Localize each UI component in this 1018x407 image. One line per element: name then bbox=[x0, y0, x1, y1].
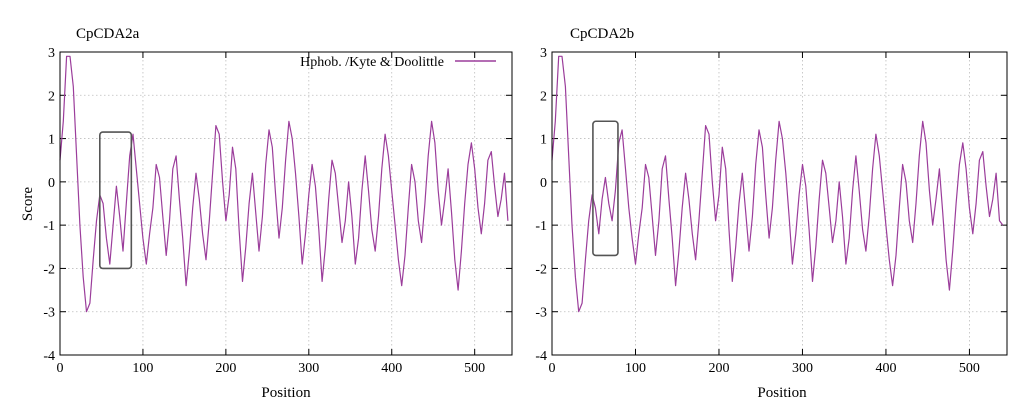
panel-cpcda2a: CpCDA2a Score Position -4 -3 -2 -1 0 1 2 3 0 100 2… bbox=[20, 26, 513, 401]
x-tick-label: 200 bbox=[215, 361, 236, 376]
y-tick-label: 2 bbox=[540, 89, 547, 104]
y-axis-label: Score bbox=[20, 187, 36, 221]
y-tick-label: 0 bbox=[48, 176, 55, 191]
legend-label: Hphob. /Kyte & Doolittle bbox=[300, 55, 444, 70]
series bbox=[551, 55, 1004, 313]
x-tick-label: 300 bbox=[792, 361, 813, 376]
x-tick-label: 100 bbox=[132, 361, 153, 376]
series bbox=[59, 55, 509, 313]
y-tick-label: 3 bbox=[48, 46, 55, 61]
y-tick-label: -1 bbox=[535, 219, 547, 234]
panel-cpcda2b: CpCDA2b Position -4 -3 -2 -1 0 1 2 3 0 100 200 300 4… bbox=[535, 26, 1008, 401]
hydrophobicity-line bbox=[59, 55, 509, 313]
highlight-rectangle bbox=[592, 120, 619, 257]
legend: Hphob. /Kyte & Doolittle bbox=[300, 55, 496, 70]
y-tick-label: -3 bbox=[535, 306, 547, 321]
x-tick-label: 300 bbox=[298, 361, 319, 376]
x-tick-label: 500 bbox=[464, 361, 485, 376]
y-tick-label: -3 bbox=[43, 306, 55, 321]
y-tick-label: -4 bbox=[535, 349, 547, 364]
highlight-rectangle bbox=[99, 131, 133, 270]
axis-ticks: -4 -3 -2 -1 0 1 2 3 0 100 200 300 400 500 bbox=[535, 46, 1007, 376]
grid bbox=[552, 52, 1007, 355]
x-tick-label: 400 bbox=[381, 361, 402, 376]
plot-frame bbox=[59, 51, 513, 356]
hydrophobicity-line bbox=[551, 55, 1004, 313]
y-tick-label: 1 bbox=[48, 133, 55, 148]
highlight-box bbox=[592, 120, 619, 257]
x-axis-label: Position bbox=[261, 385, 311, 401]
panel-title: CpCDA2b bbox=[570, 26, 634, 42]
x-axis-label: Position bbox=[757, 385, 807, 401]
highlight-box bbox=[99, 131, 133, 270]
y-tick-label: -2 bbox=[535, 262, 547, 277]
y-tick-label: -2 bbox=[43, 262, 55, 277]
grid bbox=[60, 52, 512, 355]
axis-ticks: -4 -3 -2 -1 0 1 2 3 0 100 200 300 400 500 bbox=[43, 46, 512, 376]
x-tick-label: 400 bbox=[875, 361, 896, 376]
y-tick-label: 1 bbox=[540, 133, 547, 148]
x-tick-label: 500 bbox=[959, 361, 980, 376]
x-tick-label: 100 bbox=[625, 361, 646, 376]
y-tick-label: 2 bbox=[48, 89, 55, 104]
y-tick-label: 3 bbox=[540, 46, 547, 61]
x-tick-label: 0 bbox=[549, 361, 556, 376]
y-tick-label: -1 bbox=[43, 219, 55, 234]
x-tick-label: 200 bbox=[708, 361, 729, 376]
plot-frame bbox=[551, 51, 1008, 356]
y-tick-label: -4 bbox=[43, 349, 55, 364]
y-tick-label: 0 bbox=[540, 176, 547, 191]
x-tick-label: 0 bbox=[57, 361, 64, 376]
panel-title: CpCDA2a bbox=[76, 26, 140, 42]
